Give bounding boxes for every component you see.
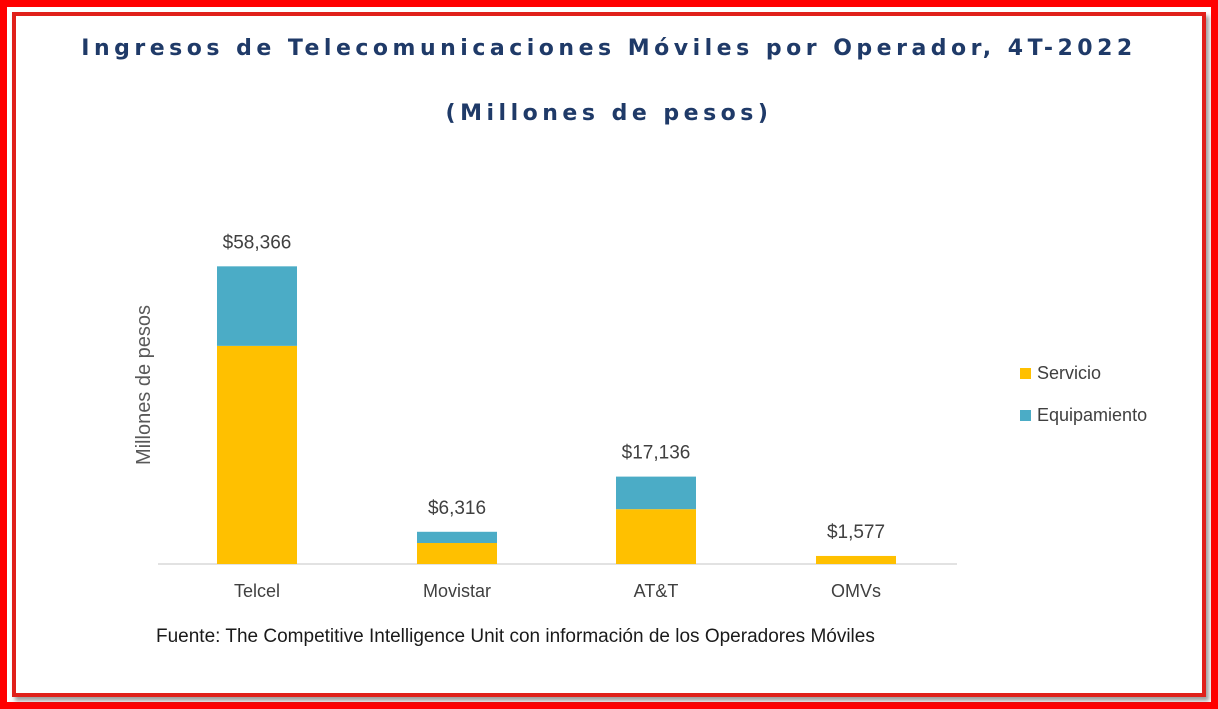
- total-label-2: $6,316: [428, 498, 486, 519]
- chart-subtitle: (Millones de pesos): [445, 101, 773, 126]
- total-label-3: $17,136: [622, 443, 691, 464]
- legend-swatch-equipamiento: [1020, 410, 1031, 421]
- legend: Servicio Equipamiento: [1020, 363, 1147, 425]
- bar-equipamiento-3: [616, 476, 696, 510]
- legend-label-equipamiento: Equipamiento: [1037, 405, 1147, 425]
- inner-frame: [12, 12, 1206, 697]
- y-axis-label: Millones de pesos: [133, 305, 155, 465]
- bar-servicio-2: [417, 542, 497, 564]
- bar-servicio-4: [816, 555, 896, 564]
- total-label-1: $58,366: [223, 232, 292, 253]
- legend-label-servicio: Servicio: [1037, 363, 1101, 383]
- x-tick-label-3: AT&T: [634, 581, 679, 601]
- x-tick-label-1: Telcel: [234, 581, 280, 601]
- total-label-4: $1,577: [827, 522, 885, 543]
- bar-equipamiento-1: [217, 266, 297, 346]
- bar-servicio-1: [217, 345, 297, 564]
- bar-servicio-3: [616, 509, 696, 564]
- chart-title: Ingresos de Telecomunicaciones Móviles p…: [81, 36, 1137, 61]
- source-note: Fuente: The Competitive Intelligence Uni…: [156, 626, 875, 647]
- bar-equipamiento-2: [417, 531, 497, 543]
- x-tick-label-4: OMVs: [831, 581, 881, 601]
- legend-swatch-servicio: [1020, 368, 1031, 379]
- x-tick-label-2: Movistar: [423, 581, 491, 601]
- bars-group: $58,366 Telcel $6,316 Movistar $17,136 AT&T $1…: [217, 232, 896, 601]
